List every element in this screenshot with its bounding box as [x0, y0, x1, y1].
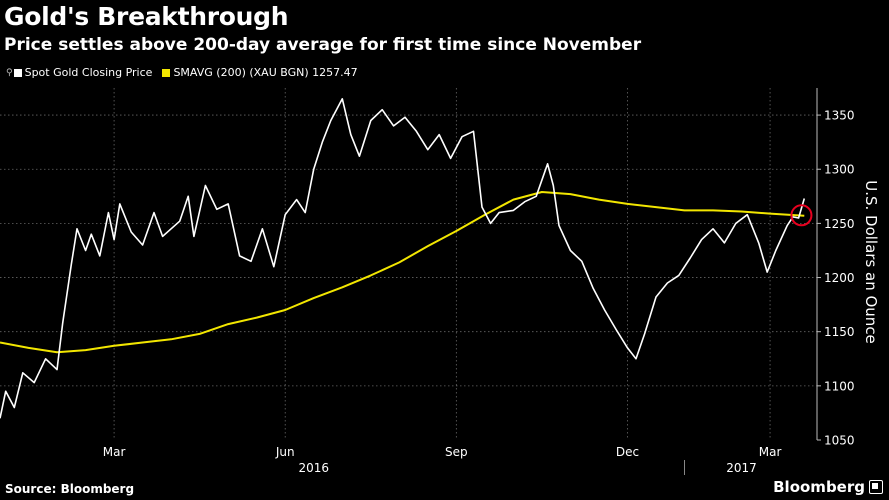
x-tick-label: Sep — [445, 445, 468, 459]
legend-swatch-gold — [13, 68, 22, 77]
y-tick-labels: 1050 1100 1150 1200 1250 1300 1350 — [824, 109, 855, 448]
gold-price-line — [0, 98, 806, 419]
x-tick-label: Dec — [616, 445, 639, 459]
y-tick-label: 1100 — [824, 379, 855, 393]
x-tick-label: Mar — [103, 445, 126, 459]
x-tick-label: Jun — [275, 445, 295, 459]
year-label: 2017 — [726, 461, 757, 475]
y-tick-label: 1150 — [824, 325, 855, 339]
year-label: 2016 — [298, 461, 329, 475]
y-axis-label: U.S. Dollars an Ounce — [862, 180, 880, 344]
legend-item-sma: SMAVG (200) (XAU BGN) 1257.47 — [162, 66, 358, 79]
y-tick-label: 1300 — [824, 163, 855, 177]
y-tick-label: 1350 — [824, 109, 855, 123]
grid-lines — [0, 88, 821, 441]
brand-name: Bloomberg — [773, 478, 865, 496]
pin-icon: ⚲ — [6, 67, 13, 78]
legend-swatch-sma — [162, 68, 171, 77]
x-tick-label: Mar — [759, 445, 782, 459]
chart-title: Gold's Breakthrough — [4, 2, 289, 31]
series-group — [0, 98, 813, 419]
bloomberg-terminal-icon — [869, 480, 883, 494]
crossover-highlight-circle — [790, 204, 813, 227]
sma-200-line — [0, 191, 805, 354]
y-tick-label: 1050 — [824, 434, 855, 448]
y-tick-label: 1250 — [824, 217, 855, 231]
x-tick-labels: Mar Jun Sep Dec Mar 2016 2017 — [103, 445, 782, 475]
source-note: Source: Bloomberg — [5, 482, 135, 496]
legend-item-gold: ⚲ Spot Gold Closing Price — [6, 66, 152, 79]
chart-legend: ⚲ Spot Gold Closing Price SMAVG (200) (X… — [6, 66, 368, 79]
chart-subtitle: Price settles above 200-day average for … — [4, 35, 642, 55]
y-tick-label: 1200 — [824, 271, 855, 285]
legend-label-sma: SMAVG (200) (XAU BGN) 1257.47 — [173, 66, 358, 79]
legend-label-gold: Spot Gold Closing Price — [24, 66, 153, 79]
brand-logo: Bloomberg — [773, 478, 883, 496]
